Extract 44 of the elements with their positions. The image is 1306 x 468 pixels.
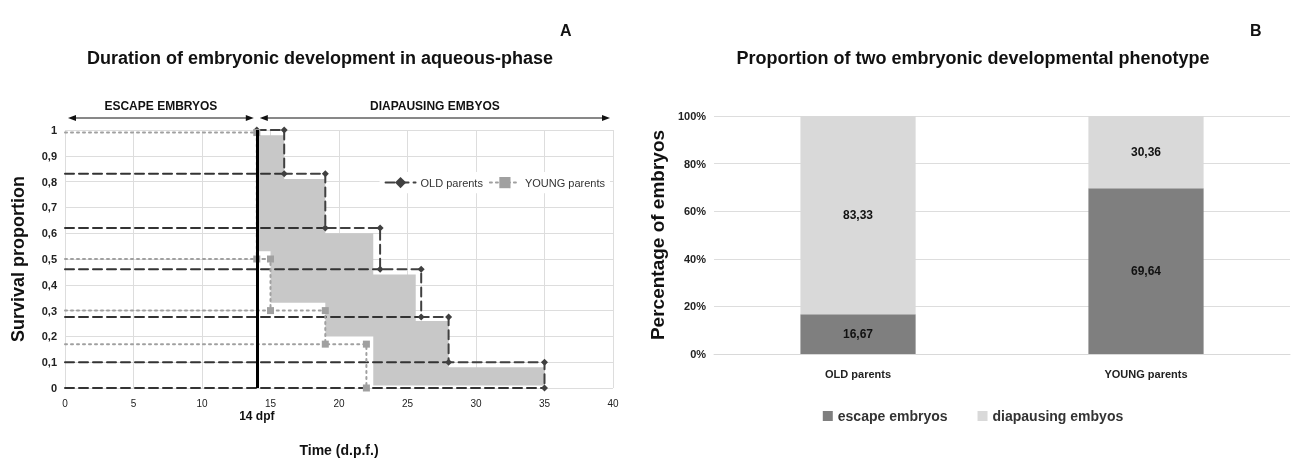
y-tick-label: 0,9	[41, 149, 57, 162]
y-tick-label: 20%	[684, 300, 707, 313]
text: DIAPAUSING EMBYOS	[370, 99, 500, 113]
chart-title: Proportion of two embryonic developmental phenotype	[736, 48, 1210, 68]
x-tick-label: 0	[62, 397, 69, 409]
y-tick-label: 100%	[677, 110, 707, 122]
x-tick-label: 40	[607, 397, 619, 409]
y-tick-label: 0,1	[41, 356, 57, 369]
x-tick-label: 35	[538, 397, 551, 409]
y-tick-label: 40%	[684, 252, 707, 265]
x-tick-label: 20	[333, 397, 345, 409]
text: ESCAPE EMBRYOS	[104, 99, 218, 113]
x-tick-label: 5	[130, 397, 137, 409]
data-label: 16,67	[843, 327, 874, 342]
y-tick-label: 0,8	[41, 175, 57, 188]
legend-label: YOUNG parents	[524, 176, 606, 189]
x-tick-label: 15	[264, 397, 277, 409]
chart-title: Duration of embryonic development in aqueous-phase	[86, 48, 554, 68]
data-label: 83,33	[843, 208, 874, 223]
y-axis-title: Survival proportion	[8, 175, 28, 343]
legend-label: diapausing embyos	[992, 408, 1124, 424]
data-label: 69,64	[1130, 264, 1162, 279]
legend-label: OLD parents	[420, 176, 484, 189]
x-tick-label: 25	[401, 397, 414, 409]
y-tick-label: 0,2	[41, 330, 57, 343]
y-tick-label: 80%	[684, 157, 707, 170]
y-tick-label: 60%	[684, 205, 707, 218]
y-tick-label: 0%	[690, 348, 707, 360]
y-tick-label: 0,3	[41, 304, 57, 317]
x-tick-label: 30	[470, 397, 482, 409]
y-tick-label: 1	[50, 124, 57, 136]
y-tick-label: 0,5	[41, 253, 57, 265]
text: A	[560, 21, 572, 39]
y-tick-label: 0	[50, 382, 57, 394]
y-tick-label: 0,6	[41, 227, 57, 240]
x-axis-title: Time (d.p.f.)	[299, 442, 379, 458]
x-tick-label: 10	[196, 397, 208, 409]
y-tick-label: 0,7	[41, 201, 57, 214]
data-label: 30,36	[1130, 145, 1162, 160]
y-tick-label: 0,4	[41, 278, 58, 291]
text: B	[1250, 21, 1262, 39]
legend-label: escape embryos	[837, 408, 948, 424]
ref-line-label: 14 dpf	[239, 409, 276, 423]
y-axis-title: Percentage of embryos	[647, 129, 668, 341]
